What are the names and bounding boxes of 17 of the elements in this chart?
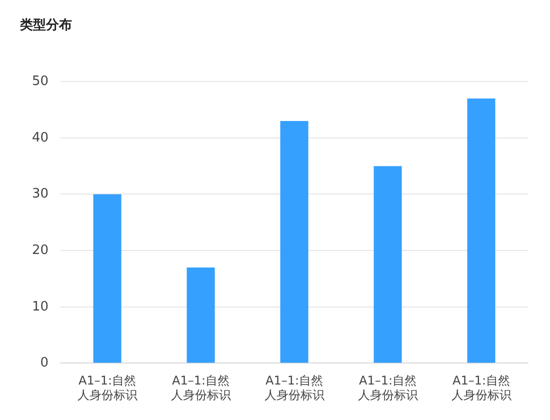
x-tick-label: A1–1:自然人身份标识 — [170, 374, 231, 402]
y-tick-label: 30 — [32, 186, 49, 202]
x-tick-label: A1–1:自然人身份标识 — [358, 374, 418, 402]
y-tick-label: 10 — [32, 299, 49, 314]
x-tick-label: A1–1:自然人身份标识 — [77, 374, 138, 402]
x-tick-label: A1–1:自然人身份标识 — [451, 374, 512, 402]
x-tick-label: A1–1:自然人身份标识 — [264, 374, 324, 402]
bar — [280, 121, 308, 363]
y-tick-label: 50 — [32, 74, 49, 89]
bar — [374, 166, 402, 363]
bar — [467, 98, 496, 363]
y-tick-label: 0 — [40, 356, 49, 371]
chart-title: 类型分布 — [19, 18, 72, 34]
bar — [186, 267, 215, 363]
bar — [93, 194, 122, 363]
y-tick-label: 40 — [32, 130, 49, 146]
y-tick-label: 20 — [32, 242, 49, 258]
